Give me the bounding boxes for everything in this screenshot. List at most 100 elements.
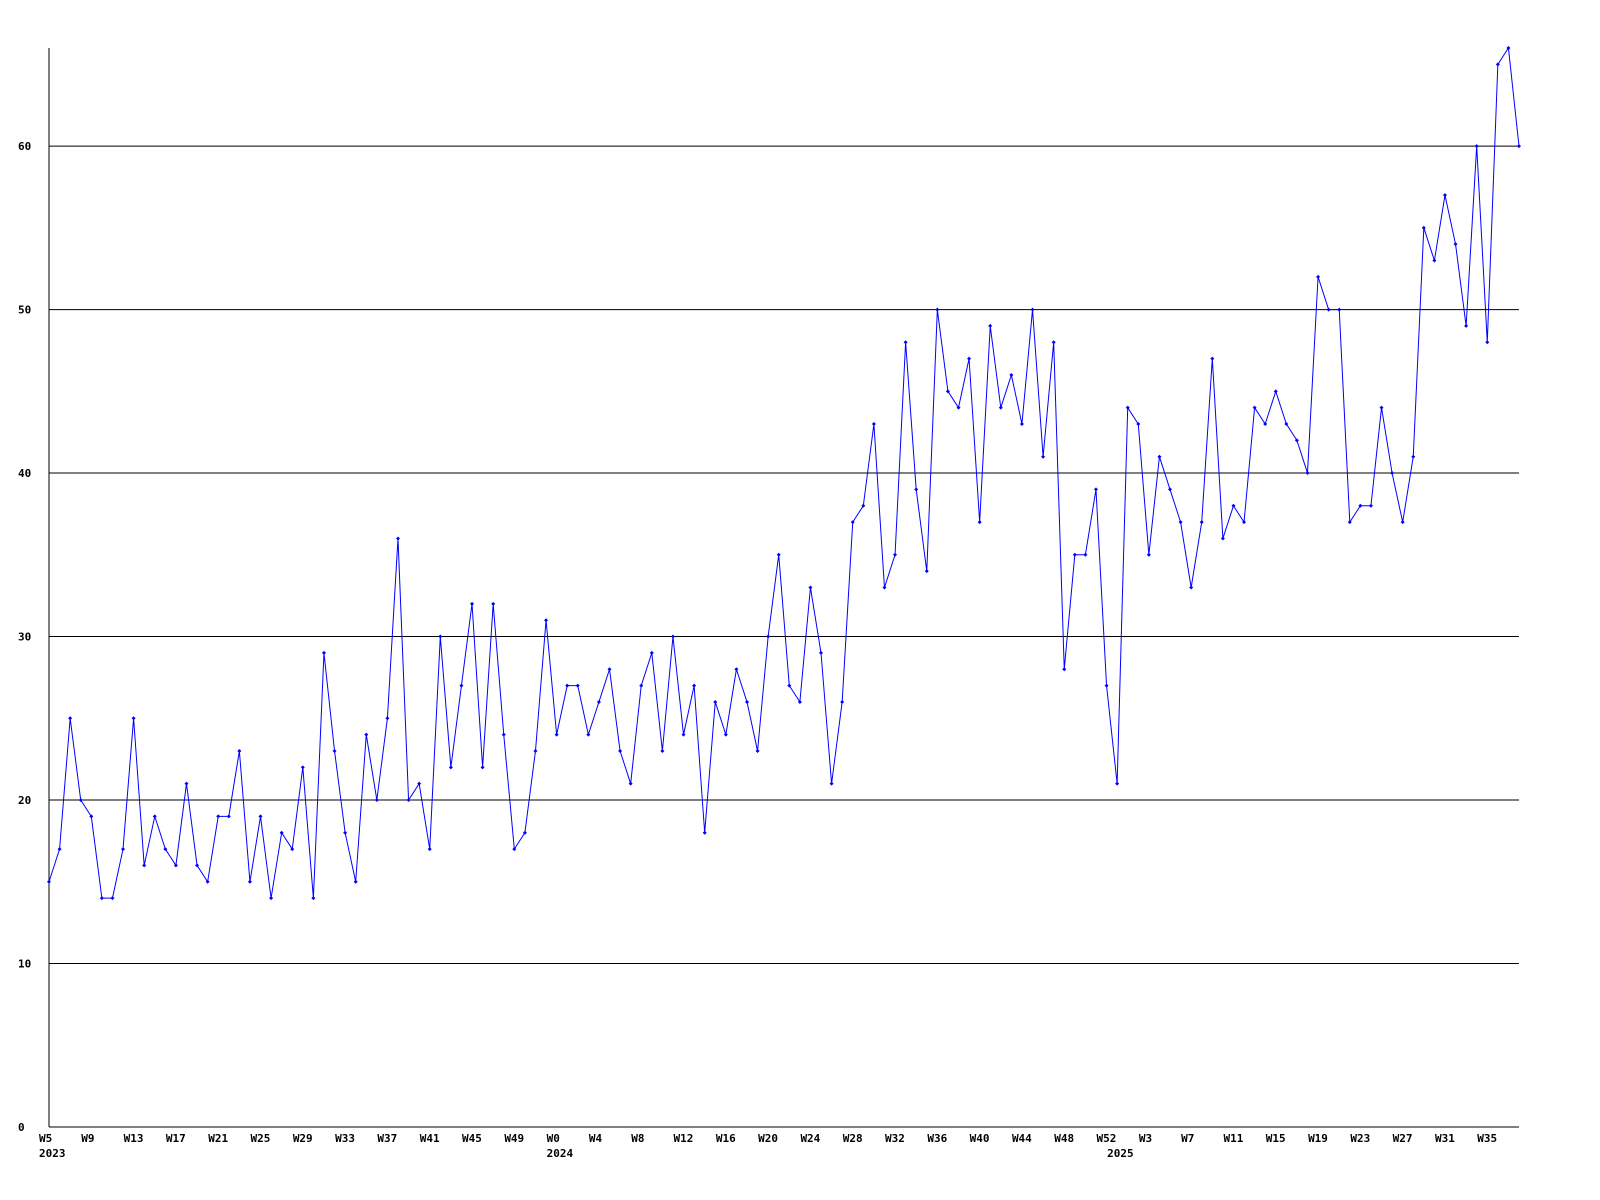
data-point	[1305, 471, 1310, 476]
data-point	[142, 863, 147, 868]
data-point	[57, 847, 62, 852]
x-year-label: 2025	[1107, 1147, 1134, 1160]
x-tick-label: W37	[377, 1132, 397, 1145]
data-point	[1178, 520, 1183, 525]
data-point	[131, 716, 136, 721]
x-year-label: 2023	[39, 1147, 66, 1160]
y-tick-label: 60	[18, 140, 31, 153]
x-tick-label: W24	[800, 1132, 820, 1145]
data-point	[1231, 503, 1236, 508]
data-point	[195, 863, 200, 868]
x-tick-label: W16	[716, 1132, 736, 1145]
data-point	[343, 830, 348, 835]
data-point	[1125, 405, 1130, 410]
data-point	[998, 405, 1003, 410]
data-point	[1390, 471, 1395, 476]
data-point	[618, 748, 623, 753]
data-point	[321, 650, 326, 655]
data-point	[988, 323, 993, 328]
data-point	[448, 765, 453, 770]
data-point	[501, 732, 506, 737]
data-point	[702, 830, 707, 835]
data-point	[258, 814, 263, 819]
data-point	[364, 732, 369, 737]
x-tick-label: W44	[1012, 1132, 1032, 1145]
data-point	[787, 683, 792, 688]
data-point	[670, 634, 675, 639]
data-point	[332, 748, 337, 753]
data-point	[713, 699, 718, 704]
x-tick-label: W17	[166, 1132, 186, 1145]
x-tick-label: W20	[758, 1132, 778, 1145]
data-point	[216, 814, 221, 819]
data-point	[184, 781, 189, 786]
data-point	[914, 487, 919, 492]
x-tick-label: W33	[335, 1132, 355, 1145]
data-point	[1358, 503, 1363, 508]
data-point	[924, 569, 929, 574]
x-tick-label: W31	[1435, 1132, 1455, 1145]
y-tick-label: 20	[18, 794, 31, 807]
data-point	[1093, 487, 1098, 492]
x-tick-label: W9	[81, 1132, 94, 1145]
data-point	[1442, 193, 1447, 198]
data-point	[1189, 585, 1194, 590]
data-point	[1168, 487, 1173, 492]
data-point	[829, 781, 834, 786]
data-point	[89, 814, 94, 819]
data-point	[935, 307, 940, 312]
x-tick-label: W0	[547, 1132, 560, 1145]
data-point	[819, 650, 824, 655]
data-point	[1474, 144, 1479, 149]
x-tick-label: W5	[39, 1132, 52, 1145]
data-point	[967, 356, 972, 361]
data-point	[78, 798, 83, 803]
data-point	[1051, 340, 1056, 345]
data-point	[512, 847, 517, 852]
x-tick-label: W15	[1266, 1132, 1286, 1145]
data-point	[1495, 62, 1500, 67]
data-point	[1368, 503, 1373, 508]
data-point	[681, 732, 686, 737]
data-point	[1421, 225, 1426, 230]
data-point	[1242, 520, 1247, 525]
data-point	[110, 896, 115, 901]
data-point	[1347, 520, 1352, 525]
data-point	[533, 748, 538, 753]
data-point	[871, 422, 876, 427]
y-tick-label: 40	[18, 467, 31, 480]
data-point	[660, 748, 665, 753]
y-tick-label: 30	[18, 631, 31, 644]
x-tick-label: W12	[674, 1132, 694, 1145]
data-point	[607, 667, 612, 672]
data-point	[1284, 422, 1289, 427]
x-tick-label: W41	[420, 1132, 440, 1145]
data-point	[744, 699, 749, 704]
data-point	[290, 847, 295, 852]
data-point	[163, 847, 168, 852]
data-point	[226, 814, 231, 819]
data-point	[269, 896, 274, 901]
x-tick-label: W29	[293, 1132, 313, 1145]
data-point	[903, 340, 908, 345]
data-point	[1316, 274, 1321, 279]
data-point	[1400, 520, 1405, 525]
x-tick-label: W32	[885, 1132, 905, 1145]
data-point	[152, 814, 157, 819]
data-point	[395, 536, 400, 541]
data-point	[491, 601, 496, 606]
data-point	[1263, 422, 1268, 427]
x-tick-label: W19	[1308, 1132, 1328, 1145]
x-tick-label: W11	[1223, 1132, 1243, 1145]
data-point	[353, 879, 358, 884]
x-tick-label: W48	[1054, 1132, 1074, 1145]
data-point	[1220, 536, 1225, 541]
data-line	[48, 46, 1520, 899]
data-point	[1517, 144, 1521, 149]
data-point	[544, 618, 549, 623]
data-point	[47, 879, 51, 884]
data-point	[1009, 372, 1014, 377]
data-point	[575, 683, 580, 688]
x-tick-label: W27	[1393, 1132, 1413, 1145]
y-tick-label: 50	[18, 304, 31, 317]
